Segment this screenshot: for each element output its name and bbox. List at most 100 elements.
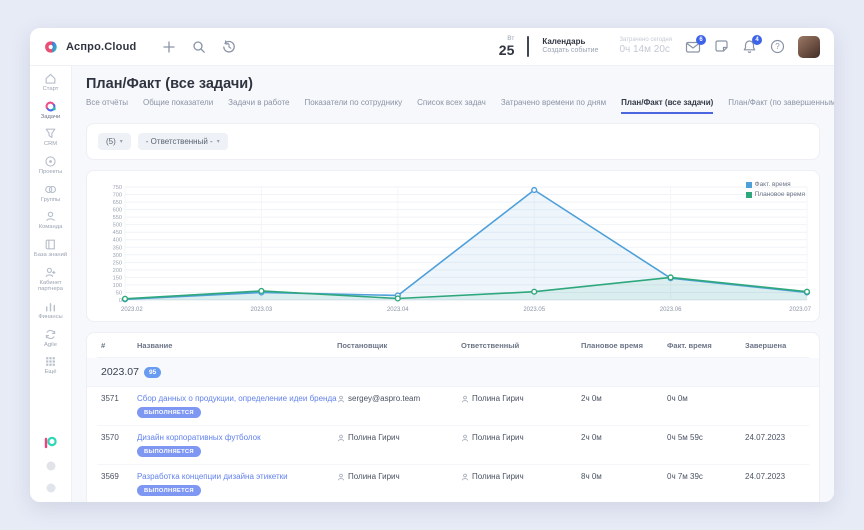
sidebar-item-finance[interactable]: Финансы xyxy=(30,300,71,321)
task-id: 3569 xyxy=(101,472,137,481)
user-avatar[interactable] xyxy=(798,36,820,58)
author-cell[interactable]: sergey@aspro.team xyxy=(337,394,461,403)
sidebar-item-home[interactable]: Старт xyxy=(30,72,71,93)
agile-icon xyxy=(44,328,57,341)
sidebar-item-crm[interactable]: CRM xyxy=(30,127,71,148)
svg-text:2023.05: 2023.05 xyxy=(523,307,545,313)
tab-3[interactable]: Задачи в работе xyxy=(228,98,289,114)
tab-5[interactable]: Список всех задач xyxy=(417,98,486,114)
user-icon xyxy=(461,395,469,403)
app-window: Аспро.Cloud Вт 25 Календарь Создать собы… xyxy=(30,28,834,502)
column-header: # xyxy=(101,341,137,350)
sidebar-item-tasks[interactable]: Задачи xyxy=(30,100,71,121)
mail-badge: 6 xyxy=(696,35,706,45)
completed-date: 24.07.2023 xyxy=(745,472,805,481)
assignee-cell[interactable]: Полина Гирич xyxy=(461,394,581,403)
group-count-badge: 95 xyxy=(144,367,161,378)
help-icon[interactable]: ? xyxy=(770,39,785,54)
sidebar: Старт Задачи CRM Проекты Группы Команда База з… xyxy=(30,66,72,502)
filter-chip-1[interactable]: (5)▾ xyxy=(98,133,131,150)
table-row: 3569Разработка концепции дизайна этикетк… xyxy=(97,465,809,502)
calendar-shortcut[interactable]: Календарь Создать событие xyxy=(542,37,598,56)
legend-item[interactable]: Плановое время xyxy=(746,190,805,200)
chart-legend: Факт. времяПлановое время xyxy=(746,180,805,200)
filter-chip-2[interactable]: - Ответственный -▾ xyxy=(138,133,228,150)
sidebar-item-more[interactable]: Ещё xyxy=(30,355,71,376)
legend-label: Факт. время xyxy=(755,180,791,190)
svg-text:2023.02: 2023.02 xyxy=(121,307,143,313)
svg-text:250: 250 xyxy=(113,260,122,266)
status-badge: ВЫПОЛНЯЕТСЯ xyxy=(137,446,201,457)
tab-8[interactable]: План/Факт (по завершенным) xyxy=(728,98,834,114)
author-cell[interactable]: Полина Гирич xyxy=(337,472,461,481)
tab-4[interactable]: Показатели по сотруднику xyxy=(305,98,403,114)
svg-text:550: 550 xyxy=(113,215,122,221)
search-icon[interactable] xyxy=(192,40,206,54)
svg-text:750: 750 xyxy=(113,185,122,191)
task-link[interactable]: Сбор данных о продукции, определение иде… xyxy=(137,394,337,403)
data-point xyxy=(668,275,673,280)
mail-icon[interactable]: 6 xyxy=(685,39,701,55)
home-icon xyxy=(44,72,57,85)
table-group-row[interactable]: 2023.07 95 xyxy=(87,358,819,387)
notes-icon[interactable] xyxy=(714,39,729,54)
tab-7[interactable]: План/Факт (все задачи) xyxy=(621,98,713,114)
sidebar-item-groups[interactable]: Группы xyxy=(30,183,71,204)
status-badge: ВЫПОЛНЯЕТСЯ xyxy=(137,407,201,418)
pinned-app-icon[interactable] xyxy=(45,460,57,472)
user-icon xyxy=(461,473,469,481)
assignee-cell[interactable]: Полина Гирич xyxy=(461,472,581,481)
pinned-app-icon[interactable] xyxy=(45,482,57,494)
groups-icon xyxy=(44,183,57,196)
completed-date: 24.07.2023 xyxy=(745,433,805,442)
team-icon xyxy=(44,210,57,223)
tab-2[interactable]: Общие показатели xyxy=(143,98,213,114)
filter-bar: (5)▾ - Ответственный -▾ xyxy=(86,123,820,160)
workspace-logo-icon[interactable] xyxy=(43,435,58,450)
svg-text:200: 200 xyxy=(113,268,122,274)
create-event-link[interactable]: Создать событие xyxy=(542,47,598,56)
finance-icon xyxy=(44,300,57,313)
bell-icon[interactable]: 4 xyxy=(742,39,757,54)
svg-text:2023.07: 2023.07 xyxy=(789,307,811,313)
brand[interactable]: Аспро.Cloud xyxy=(44,39,136,55)
legend-item[interactable]: Факт. время xyxy=(746,180,805,190)
svg-text:150: 150 xyxy=(113,275,122,281)
user-icon xyxy=(337,473,345,481)
assignee-cell[interactable]: Полина Гирич xyxy=(461,433,581,442)
sidebar-item-label: Старт xyxy=(30,86,71,93)
sidebar-item-agile[interactable]: Agile xyxy=(30,328,71,349)
table-row: 3570Дизайн корпоративных футболокВЫПОЛНЯ… xyxy=(97,426,809,465)
line-chart-svg: 0501001502002503003504004505005506006507… xyxy=(97,179,813,315)
task-link[interactable]: Разработка концепции дизайна этикетки xyxy=(137,472,337,481)
svg-text:?: ? xyxy=(775,42,780,51)
chart-canvas: 0501001502002503003504004505005506006507… xyxy=(97,179,809,320)
column-header: Ответственный xyxy=(461,341,581,350)
sidebar-item-team[interactable]: Команда xyxy=(30,210,71,231)
history-icon[interactable] xyxy=(222,40,236,54)
sidebar-item-knowledge-base[interactable]: База знаний xyxy=(30,238,71,259)
calendar-date[interactable]: Вт 25 xyxy=(499,36,515,57)
data-point xyxy=(395,296,400,301)
sidebar-item-label: CRM xyxy=(30,141,71,148)
svg-text:700: 700 xyxy=(113,193,122,199)
filter-chip-label: - Ответственный - xyxy=(146,137,213,146)
tab-1[interactable]: Все отчёты xyxy=(86,98,128,114)
user-icon xyxy=(337,434,345,442)
more-icon xyxy=(44,355,57,368)
tasks-table: #НазваниеПостановщикОтветственныйПланово… xyxy=(86,332,820,502)
user-icon xyxy=(461,434,469,442)
author-cell[interactable]: Полина Гирич xyxy=(337,433,461,442)
tab-6[interactable]: Затрачено времени по дням xyxy=(501,98,606,114)
sidebar-item-projects[interactable]: Проекты xyxy=(30,155,71,176)
bell-badge: 4 xyxy=(752,35,762,45)
fact-time: 0ч 0м xyxy=(667,394,745,403)
data-point xyxy=(532,188,537,193)
task-link[interactable]: Дизайн корпоративных футболок xyxy=(137,433,337,442)
data-point xyxy=(123,296,128,301)
divider xyxy=(527,36,529,57)
column-header: Факт. время xyxy=(667,341,745,350)
svg-text:50: 50 xyxy=(116,290,122,296)
sidebar-item-partner[interactable]: Кабинет партнера xyxy=(30,266,71,293)
add-button[interactable] xyxy=(162,40,176,54)
